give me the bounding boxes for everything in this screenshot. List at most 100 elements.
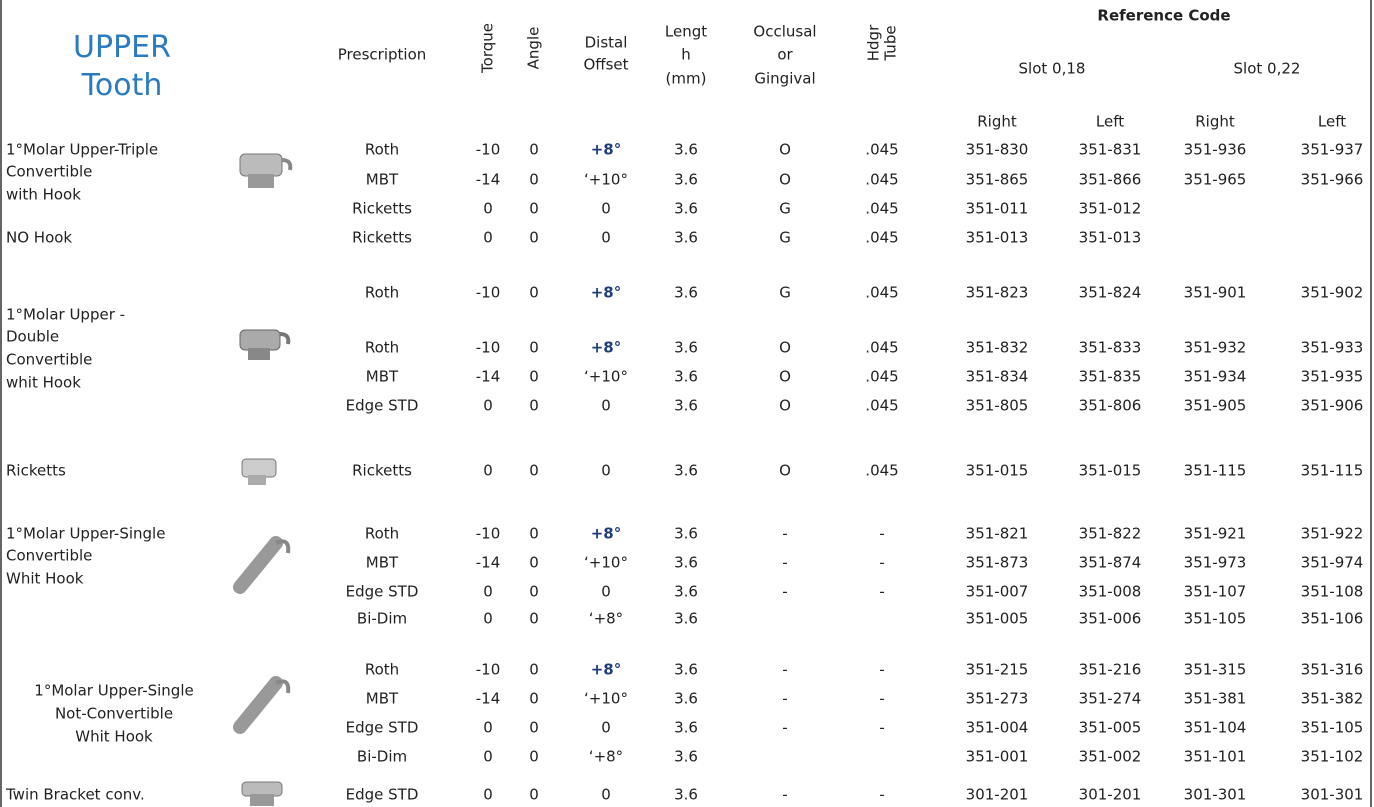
table-cell: - bbox=[879, 660, 885, 679]
table-cell: 0 bbox=[529, 199, 539, 218]
table-cell: 351-104 bbox=[1183, 718, 1247, 737]
table-cell: 0 bbox=[529, 609, 539, 628]
table-cell: 351-107 bbox=[1183, 582, 1247, 601]
table-cell: 351-007 bbox=[965, 582, 1029, 601]
table-cell: 351-905 bbox=[1183, 396, 1247, 415]
table-cell: 351-824 bbox=[1078, 283, 1142, 302]
column-header: Tube bbox=[881, 25, 900, 61]
group-label: 1°Molar Upper-Triple bbox=[6, 140, 159, 159]
table-cell: 0 bbox=[529, 553, 539, 572]
table-cell: 0 bbox=[529, 747, 539, 766]
table-cell: ‘+10° bbox=[584, 689, 628, 708]
table-cell: 351-873 bbox=[965, 553, 1029, 572]
table-cell: 0 bbox=[483, 199, 493, 218]
table-cell: -14 bbox=[475, 689, 501, 708]
column-header: (mm) bbox=[665, 69, 707, 88]
group-label: 1°Molar Upper - bbox=[6, 305, 126, 324]
table-cell: 3.6 bbox=[674, 228, 698, 247]
table-cell: G bbox=[779, 283, 791, 302]
table-cell: Bi-Dim bbox=[356, 747, 408, 766]
table-cell: - bbox=[879, 553, 885, 572]
table-cell: Edge STD bbox=[345, 785, 419, 804]
table-cell: 351-008 bbox=[1078, 582, 1142, 601]
table-cell: 0 bbox=[601, 199, 611, 218]
title: Tooth bbox=[81, 68, 163, 103]
group-label: Ricketts bbox=[6, 461, 66, 480]
table-cell: 351-005 bbox=[1078, 718, 1142, 737]
table-cell: 0 bbox=[529, 718, 539, 737]
group-label: Convertible bbox=[6, 350, 93, 369]
table-cell: ‘+8° bbox=[588, 609, 624, 628]
table-cell: .045 bbox=[865, 199, 899, 218]
table-cell: 351-821 bbox=[965, 524, 1029, 543]
table-cell: 0 bbox=[529, 170, 539, 189]
table-cell: 3.6 bbox=[674, 524, 698, 543]
side-header: Left bbox=[1095, 112, 1125, 131]
table-cell: 351-833 bbox=[1078, 338, 1142, 357]
table-cell: +8° bbox=[590, 283, 622, 302]
tube-image bbox=[233, 676, 291, 734]
table-cell: 351-806 bbox=[1078, 396, 1142, 415]
table-cell: 351-934 bbox=[1183, 367, 1247, 386]
table-cell: 351-273 bbox=[965, 689, 1029, 708]
table-cell: 3.6 bbox=[674, 283, 698, 302]
table-cell: 351-015 bbox=[965, 461, 1029, 480]
table-cell: 3.6 bbox=[674, 689, 698, 708]
table-cell: Edge STD bbox=[345, 718, 419, 737]
group-label: NO Hook bbox=[6, 228, 73, 247]
table-cell: - bbox=[782, 718, 788, 737]
table-cell: 0 bbox=[529, 524, 539, 543]
table-cell: 351-932 bbox=[1183, 338, 1247, 357]
table-cell: -14 bbox=[475, 367, 501, 386]
table-cell: 0 bbox=[483, 609, 493, 628]
table-cell: 351-105 bbox=[1300, 718, 1364, 737]
table-cell: .045 bbox=[865, 367, 899, 386]
table-cell: MBT bbox=[365, 170, 399, 189]
table-cell: .045 bbox=[865, 396, 899, 415]
table-cell: 3.6 bbox=[674, 660, 698, 679]
table-cell: 0 bbox=[529, 582, 539, 601]
table-cell: 0 bbox=[529, 140, 539, 159]
table-cell: 3.6 bbox=[674, 785, 698, 804]
table-cell: 3.6 bbox=[674, 367, 698, 386]
tube-image bbox=[233, 536, 291, 594]
table-cell: .045 bbox=[865, 338, 899, 357]
table-cell: 351-933 bbox=[1300, 338, 1364, 357]
table-cell: 351-834 bbox=[965, 367, 1029, 386]
table-cell: 0 bbox=[483, 582, 493, 601]
table-cell: 351-906 bbox=[1300, 396, 1364, 415]
table-cell: 351-922 bbox=[1300, 524, 1364, 543]
table-cell: 351-102 bbox=[1300, 747, 1364, 766]
table-cell: Roth bbox=[364, 283, 400, 302]
tube-image bbox=[239, 153, 293, 188]
table-cell: -10 bbox=[475, 283, 501, 302]
table-cell: 0 bbox=[483, 396, 493, 415]
table-cell: 0 bbox=[483, 747, 493, 766]
table-cell: - bbox=[879, 689, 885, 708]
side-header: Right bbox=[977, 112, 1017, 131]
table-cell: 351-835 bbox=[1078, 367, 1142, 386]
table-cell: 351-973 bbox=[1183, 553, 1247, 572]
table-cell: 0 bbox=[483, 461, 493, 480]
table-cell: 351-274 bbox=[1078, 689, 1142, 708]
table-cell: 0 bbox=[529, 367, 539, 386]
table-cell: 351-006 bbox=[1078, 609, 1142, 628]
table-cell: 351-966 bbox=[1300, 170, 1364, 189]
tube-image bbox=[241, 458, 277, 485]
table-cell: - bbox=[879, 524, 885, 543]
column-header: Slot 0,18 bbox=[1018, 59, 1086, 78]
column-header: Prescription bbox=[337, 45, 427, 64]
table-cell: ‘+10° bbox=[584, 367, 628, 386]
table-cell: 351-902 bbox=[1300, 283, 1364, 302]
column-header: Gingival bbox=[754, 69, 816, 88]
side-header: Left bbox=[1317, 112, 1347, 131]
table-cell: 351-921 bbox=[1183, 524, 1247, 543]
table-cell: 0 bbox=[483, 228, 493, 247]
table-cell: 0 bbox=[529, 228, 539, 247]
table-cell: 351-936 bbox=[1183, 140, 1247, 159]
table-cell: ‘+10° bbox=[584, 170, 628, 189]
table-cell: 351-831 bbox=[1078, 140, 1142, 159]
table-cell: - bbox=[879, 582, 885, 601]
table-cell: -10 bbox=[475, 140, 501, 159]
table-cell: O bbox=[779, 396, 791, 415]
